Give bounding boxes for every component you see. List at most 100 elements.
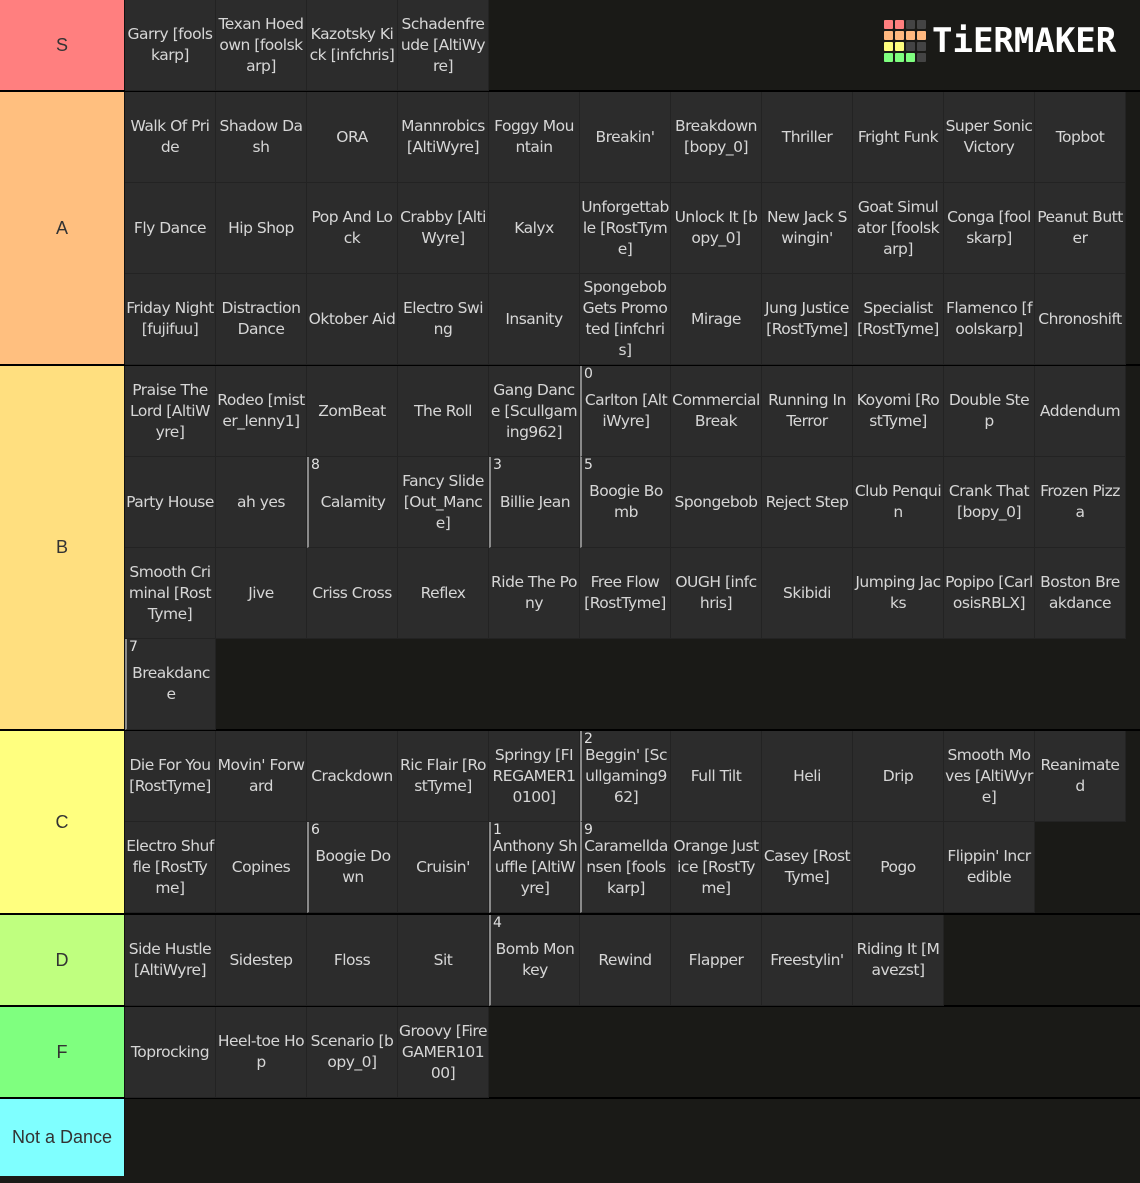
tiermaker-logo[interactable]: TiERMAKER (884, 20, 1116, 62)
tier-items-dropzone[interactable]: Die For You [RostTyme] Movin' Forward Crac… (125, 731, 1140, 913)
dance-tile[interactable]: Party House (125, 457, 216, 548)
tier-label[interactable]: Not a Dance (0, 1099, 125, 1176)
dance-tile[interactable]: Electro Swing (398, 274, 489, 365)
dance-tile[interactable]: Commercial Break (671, 366, 762, 457)
dance-tile[interactable]: Electro Shuffle [RostTyme] (125, 822, 216, 913)
dance-tile[interactable]: Flapper (671, 915, 762, 1006)
dance-tile[interactable]: Thriller (762, 92, 853, 183)
dance-tile[interactable]: Criss Cross (307, 548, 398, 639)
dance-tile[interactable]: Cruisin' (398, 822, 489, 913)
dance-tile[interactable]: OUGH [infchris] (671, 548, 762, 639)
dance-tile[interactable]: Addendum (1035, 366, 1126, 457)
dance-tile[interactable]: Ric Flair [RostTyme] (398, 731, 489, 822)
dance-tile[interactable]: Groovy [FireGAMER10100] (398, 1007, 489, 1098)
dance-tile[interactable]: Crackdown (307, 731, 398, 822)
dance-tile[interactable]: Sidestep (216, 915, 307, 1006)
tier-items-dropzone[interactable] (125, 1099, 1140, 1176)
tier-label[interactable]: F (0, 1007, 125, 1097)
dance-tile[interactable]: Riding It [Mavezst] (853, 915, 944, 1006)
dance-tile[interactable]: Jumping Jacks (853, 548, 944, 639)
dance-tile[interactable]: Orange Justice [RostTyme] (671, 822, 762, 913)
dance-tile[interactable]: Distraction Dance (216, 274, 307, 365)
dance-tile[interactable]: Smooth Criminal [RostTyme] (125, 548, 216, 639)
dance-tile[interactable]: Texan Hoedown [foolskarp] (216, 0, 307, 91)
dance-tile[interactable]: Schadenfreude [AltiWyre] (398, 0, 489, 91)
dance-tile[interactable]: Spongebob (671, 457, 762, 548)
dance-tile[interactable]: Drip (853, 731, 944, 822)
dance-tile[interactable]: Scenario [bopy_0] (307, 1007, 398, 1098)
dance-tile[interactable]: Praise The Lord [AltiWyre] (125, 366, 216, 457)
tier-label[interactable]: S (0, 0, 125, 90)
dance-tile[interactable]: Springy [FIREGAMER10100] (489, 731, 580, 822)
dance-tile[interactable]: Heel-toe Hop (216, 1007, 307, 1098)
dance-tile[interactable]: Walk Of Pride (125, 92, 216, 183)
dance-tile[interactable]: Topbot (1035, 92, 1126, 183)
dance-tile[interactable]: Hip Shop (216, 183, 307, 274)
dance-tile[interactable]: 5 Boogie Bomb (580, 457, 671, 548)
dance-tile[interactable]: Kazotsky Kick [infchris] (307, 0, 398, 91)
dance-tile[interactable]: Friday Night [fujifuu] (125, 274, 216, 365)
dance-tile[interactable]: Koyomi [RostTyme] (853, 366, 944, 457)
dance-tile[interactable]: Super Sonic Victory (944, 92, 1035, 183)
dance-tile[interactable]: Heli (762, 731, 853, 822)
dance-tile[interactable]: ORA (307, 92, 398, 183)
dance-tile[interactable]: Goat Simulator [foolskarp] (853, 183, 944, 274)
tier-label[interactable]: B (0, 366, 125, 729)
dance-tile[interactable]: Smooth Moves [AltiWyre] (944, 731, 1035, 822)
dance-tile[interactable]: Freestylin' (762, 915, 853, 1006)
dance-tile[interactable]: Club Penquin (853, 457, 944, 548)
dance-tile[interactable]: Crabby [AltiWyre] (398, 183, 489, 274)
dance-tile[interactable]: ZomBeat (307, 366, 398, 457)
dance-tile[interactable]: 7 Breakdance (125, 639, 216, 730)
dance-tile[interactable]: 3 Billie Jean (489, 457, 580, 548)
tier-items-dropzone[interactable]: Side Hustle [AltiWyre] Sidestep Floss Sit 4 B… (125, 915, 1140, 1006)
dance-tile[interactable]: Floss (307, 915, 398, 1006)
dance-tile[interactable]: Ride The Pony (489, 548, 580, 639)
dance-tile[interactable]: Jive (216, 548, 307, 639)
dance-tile[interactable]: Reject Step (762, 457, 853, 548)
dance-tile[interactable]: Rewind (580, 915, 671, 1006)
dance-tile[interactable]: Movin' Forward (216, 731, 307, 822)
dance-tile[interactable]: Kalyx (489, 183, 580, 274)
dance-tile[interactable]: Boston Breakdance (1035, 548, 1126, 639)
dance-tile[interactable]: 6 Boogie Down (307, 822, 398, 913)
dance-tile[interactable]: Rodeo [mister_lenny1] (216, 366, 307, 457)
dance-tile[interactable]: 8 Calamity (307, 457, 398, 548)
dance-tile[interactable]: Reflex (398, 548, 489, 639)
tier-label[interactable]: C (0, 731, 125, 913)
dance-tile[interactable]: Unlock It [bopy_0] (671, 183, 762, 274)
dance-tile[interactable]: Fright Funk (853, 92, 944, 183)
dance-tile[interactable]: Mirage (671, 274, 762, 365)
dance-tile[interactable]: Flamenco [foolskarp] (944, 274, 1035, 365)
tier-items-dropzone[interactable]: Garry [foolskarp] Texan Hoedown [foolskar… (125, 0, 1140, 91)
tier-items-dropzone[interactable]: Walk Of Pride Shadow Dash ORA Mannrobics [A… (125, 92, 1140, 365)
dance-tile[interactable]: Foggy Mountain (489, 92, 580, 183)
dance-tile[interactable]: Peanut Butter (1035, 183, 1126, 274)
dance-tile[interactable]: Fly Dance (125, 183, 216, 274)
dance-tile[interactable]: Frozen Pizza (1035, 457, 1126, 548)
tier-items-dropzone[interactable]: Toprocking Heel-toe Hop Scenario [bopy_0] G… (125, 1007, 1140, 1098)
dance-tile[interactable]: Pop And Lock (307, 183, 398, 274)
dance-tile[interactable]: Die For You [RostTyme] (125, 731, 216, 822)
dance-tile[interactable]: Reanimated (1035, 731, 1126, 822)
dance-tile[interactable]: Crank That [bopy_0] (944, 457, 1035, 548)
dance-tile[interactable]: Gang Dance [Scullgaming962] (489, 366, 580, 457)
dance-tile[interactable]: Double Step (944, 366, 1035, 457)
dance-tile[interactable]: Casey [RostTyme] (762, 822, 853, 913)
dance-tile[interactable]: Skibidi (762, 548, 853, 639)
dance-tile[interactable]: Side Hustle [AltiWyre] (125, 915, 216, 1006)
dance-tile[interactable]: Insanity (489, 274, 580, 365)
tier-items-dropzone[interactable]: Praise The Lord [AltiWyre] Rodeo [mister_… (125, 366, 1140, 730)
dance-tile[interactable]: Running In Terror (762, 366, 853, 457)
dance-tile[interactable]: Popipo [CarlosisRBLX] (944, 548, 1035, 639)
tier-label[interactable]: D (0, 915, 125, 1005)
dance-tile[interactable]: Free Flow [RostTyme] (580, 548, 671, 639)
dance-tile[interactable]: Jung Justice [RostTyme] (762, 274, 853, 365)
dance-tile[interactable]: Flippin' Incredible (944, 822, 1035, 913)
dance-tile[interactable]: The Roll (398, 366, 489, 457)
dance-tile[interactable]: 2 Beggin' [Scullgaming962] (580, 731, 671, 822)
dance-tile[interactable]: 0 Carlton [AltiWyre] (580, 366, 671, 457)
dance-tile[interactable]: Sit (398, 915, 489, 1006)
dance-tile[interactable]: Chronoshift (1035, 274, 1126, 365)
dance-tile[interactable]: Specialist [RostTyme] (853, 274, 944, 365)
